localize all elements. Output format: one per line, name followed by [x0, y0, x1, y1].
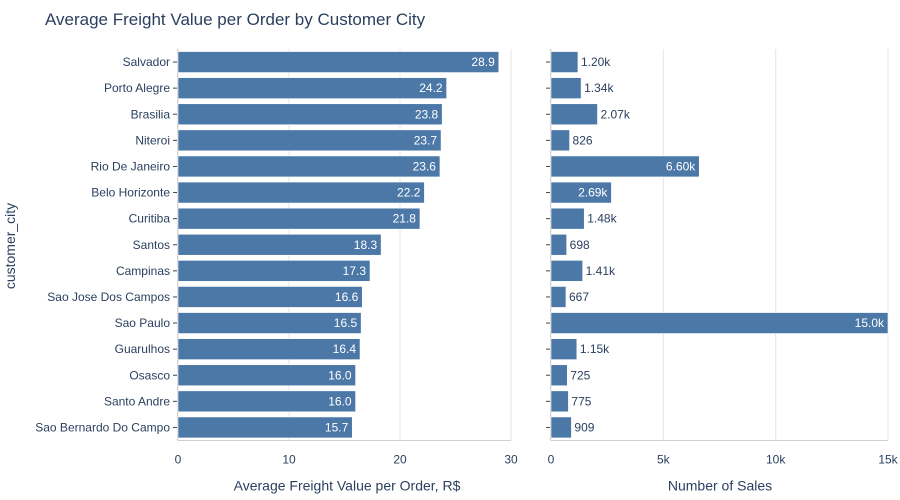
x-tick-label: 20 — [393, 453, 407, 467]
x-tick-label: 15k — [878, 453, 898, 467]
x-axis-title: Number of Sales — [668, 478, 772, 494]
bar — [177, 207, 421, 230]
bar — [177, 103, 443, 126]
x-tick-label: 10k — [766, 453, 786, 467]
data-label: 826 — [573, 133, 593, 147]
bar — [177, 233, 382, 256]
sales-panel: 0 5k 10k 15k 1.20k 1.34k 2.07k 826 6.60k 2.69k 1.4… — [546, 49, 899, 494]
bar — [550, 260, 583, 282]
data-label: 1.15k — [580, 342, 610, 356]
bar — [550, 233, 567, 256]
category-label: Belo Horizonte — [91, 186, 170, 200]
data-label: 16.4 — [333, 342, 357, 356]
category-label: Curitiba — [129, 212, 171, 226]
bar — [550, 155, 700, 178]
x-tick-label: 5k — [657, 453, 671, 467]
data-label: 667 — [569, 290, 589, 304]
category-label: Santos — [133, 238, 170, 252]
data-label: 23.6 — [413, 159, 437, 173]
data-label: 698 — [570, 238, 590, 252]
bar — [177, 51, 500, 73]
data-label: 21.8 — [393, 212, 417, 226]
data-label: 775 — [571, 394, 591, 408]
bar — [550, 338, 578, 360]
bar — [550, 207, 585, 230]
bar — [550, 286, 567, 308]
category-label: Rio De Janeiro — [91, 159, 171, 173]
y-axis-title: customer_city — [2, 203, 18, 289]
category-label: Niteroi — [135, 133, 170, 147]
category-label: Brasilia — [131, 107, 171, 121]
category-label: Sao Jose Dos Campos — [47, 290, 170, 304]
data-label: 16.6 — [335, 290, 359, 304]
bar — [550, 51, 579, 73]
data-label: 15.0k — [855, 316, 885, 330]
data-label: 909 — [574, 420, 594, 434]
category-label: Porto Alegre — [104, 81, 170, 95]
category-label: Campinas — [116, 264, 170, 278]
data-label: 2.07k — [601, 107, 631, 121]
data-label: 6.60k — [666, 159, 696, 173]
bar — [550, 181, 612, 204]
bar — [177, 312, 362, 334]
data-label: 23.8 — [415, 107, 439, 121]
category-label: Sao Bernardo Do Campo — [35, 420, 170, 434]
bar — [550, 364, 568, 387]
x-tick-label: 10 — [282, 453, 296, 467]
bar — [177, 364, 356, 387]
data-label: 1.41k — [586, 264, 616, 278]
data-label: 1.34k — [584, 81, 614, 95]
bar — [177, 260, 371, 282]
data-label: 18.3 — [354, 238, 378, 252]
x-tick-label: 0 — [548, 453, 555, 467]
x-tick-label: 0 — [175, 453, 182, 467]
data-label: 28.9 — [471, 55, 495, 69]
bar — [177, 77, 447, 99]
data-label: 23.7 — [414, 133, 438, 147]
bar — [550, 129, 570, 152]
bar — [550, 312, 889, 334]
category-label: Osasco — [129, 368, 170, 382]
bar — [550, 416, 572, 439]
freight-panel: 0 10 20 30 28.9 24.2 23.8 23.7 23.6 22.2 21.8 18.3 1… — [173, 49, 518, 494]
data-label: 1.48k — [587, 212, 617, 226]
data-label: 24.2 — [419, 81, 443, 95]
data-label: 2.69k — [578, 186, 608, 200]
bar — [177, 390, 356, 413]
x-axis-title: Average Freight Value per Order, R$ — [234, 478, 461, 494]
chart-title: Average Freight Value per Order by Custo… — [45, 10, 426, 29]
data-label: 16.5 — [334, 316, 358, 330]
bar — [550, 77, 582, 99]
bar — [177, 181, 425, 204]
data-label: 16.0 — [328, 368, 352, 382]
data-label: 725 — [570, 368, 590, 382]
category-label: Guarulhos — [115, 342, 170, 356]
data-label: 17.3 — [343, 264, 367, 278]
data-label: 1.20k — [581, 55, 611, 69]
data-label: 22.2 — [397, 186, 421, 200]
category-label: Salvador — [123, 55, 170, 69]
x-tick-label: 30 — [504, 453, 518, 467]
bar — [550, 103, 598, 126]
bar — [177, 155, 441, 178]
bar — [177, 338, 361, 360]
category-axis: Salvador Porto Alegre Brasilia Niteroi Rio D… — [35, 55, 170, 434]
bar — [177, 129, 442, 152]
category-label: Santo Andre — [104, 394, 170, 408]
bar — [177, 286, 363, 308]
bar — [550, 390, 569, 413]
bar — [177, 416, 353, 439]
data-label: 15.7 — [325, 420, 349, 434]
category-label: Sao Paulo — [115, 316, 171, 330]
data-label: 16.0 — [328, 394, 352, 408]
